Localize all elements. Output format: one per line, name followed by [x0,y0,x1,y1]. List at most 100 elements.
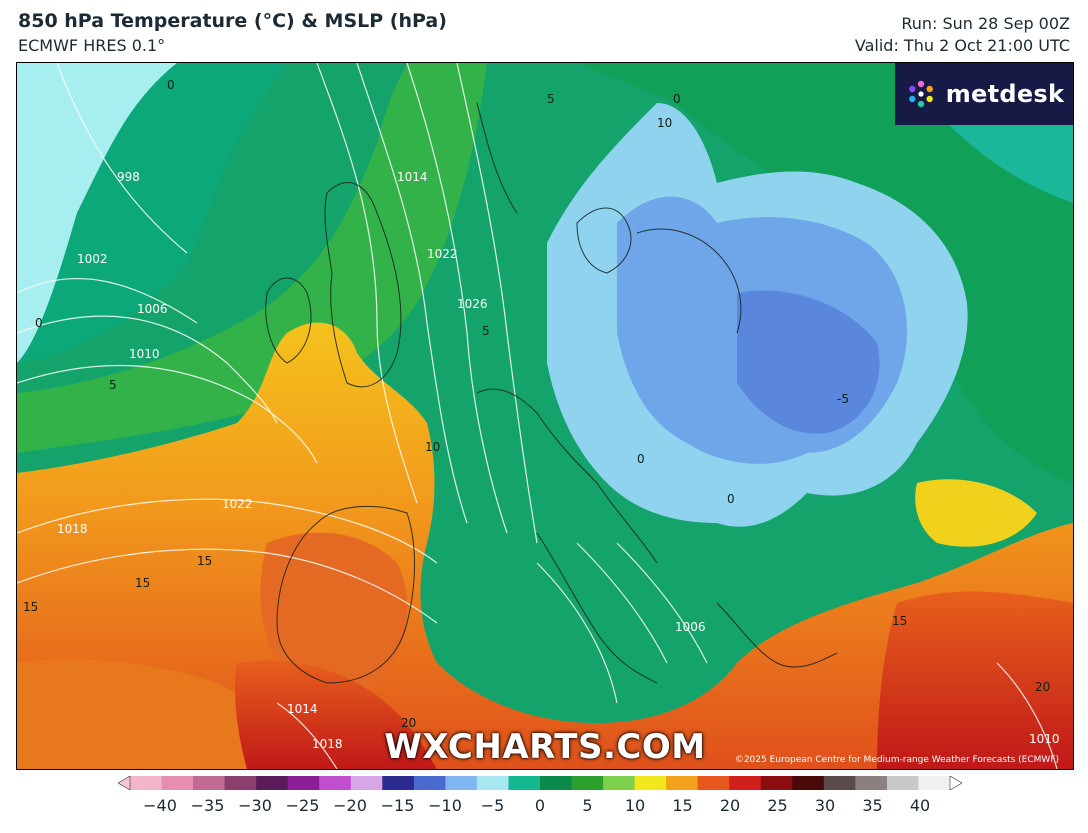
isobar-label: 1018 [312,737,343,751]
temp-label: 5 [482,324,490,338]
temperature-colorbar [118,776,962,790]
colorbar-swatch [792,776,825,790]
colorbar-swatch [571,776,604,790]
colorbar-swatch [382,776,415,790]
colorbar-swatch [634,776,667,790]
colorbar-tick-label: −25 [285,796,320,815]
isobar-label: 1002 [77,252,108,266]
colorbar-swatch [193,776,226,790]
colorbar-swatch [445,776,478,790]
isobar-label: 1010 [1029,732,1060,746]
colorbar-tick-label: 35 [862,796,883,815]
isobar-label-group: 998 1002 1006 1010 1014 1022 1026 1022 1… [57,170,1060,751]
temp-label: 15 [892,614,907,628]
temp-band-green [17,63,487,453]
run-time: Run: Sun 28 Sep 00Z [901,14,1070,33]
colorbar-swatch [760,776,793,790]
colorbar-left-arrow [118,776,131,790]
colorbar-swatch [729,776,762,790]
colorbar-swatch [350,776,383,790]
cold-pool-northwest [17,63,177,363]
colorbar-tick-label: −30 [238,796,272,815]
metdesk-logo: metdesk [895,63,1073,125]
colorbar-swatch [413,776,446,790]
metdesk-pinwheel-icon [908,80,933,108]
colorbar-swatch [256,776,289,790]
colorbar-swatch [287,776,320,790]
temp-label: 0 [727,492,735,506]
hot-core-east [877,591,1073,769]
isobar-lines [17,63,1058,769]
isobar-label: 1018 [57,522,88,536]
colorbar-tick-label: 10 [624,796,646,815]
colorbar-segments [130,776,951,790]
colorbar-tick-label: 0 [534,796,546,815]
metdesk-logo-text: metdesk [945,80,1065,108]
warm-core-iberia [260,532,408,694]
isobar-label: 1006 [137,302,168,316]
temperature-label-group: 0 0 5 5 5 10 15 15 15 15 20 20 0 -5 10 0… [23,78,1050,730]
temp-band-northeast [577,63,1073,483]
cold-core-deep [737,290,880,434]
colorbar-tick-label: −40 [143,796,177,815]
warm-band-black-sea [915,479,1037,547]
hot-core-north-africa [235,660,437,769]
colorbar-tick-labels: −40 −35 −30 −25 −20 −15 −10 −5 0 5 10 15 20 25 30 35 40 [0,796,1088,820]
colorbar-swatch [603,776,636,790]
colorbar-swatch [886,776,919,790]
colorbar-tick-label: 20 [719,796,741,815]
colorbar-tick-label: 15 [672,796,693,815]
colorbar-tick-label: −20 [333,796,367,815]
weather-map: 998 1002 1006 1010 1014 1022 1026 1022 1… [16,62,1074,770]
model-subtitle: ECMWF HRES 0.1° [18,36,166,55]
temp-band-atlantic [17,63,287,363]
colorbar-tick-label: −5 [480,796,505,815]
temp-label: 15 [135,576,150,590]
temp-label: 0 [35,316,43,330]
colorbar-tick-label: −15 [380,796,415,815]
temp-label: 15 [23,600,38,614]
temp-label: 5 [547,92,555,106]
coastlines [265,102,838,684]
temp-label: 0 [637,452,645,466]
isobar-label: 1014 [397,170,428,184]
isobar-label: 1014 [287,702,318,716]
temp-label: 0 [673,92,681,106]
temp-label: -5 [837,392,849,406]
isobar-label: 1010 [129,347,160,361]
temp-label: 0 [167,78,175,92]
colorbar-right-arrow [949,776,962,790]
temp-label: 15 [197,554,212,568]
colorbar-tick-label: 30 [814,796,836,815]
colorbar-swatch [918,776,951,790]
colorbar-swatch [476,776,509,790]
colorbar-swatch [508,776,541,790]
colorbar-tick-label: −35 [190,796,225,815]
temp-label: 10 [425,440,440,454]
isobar-label: 1022 [427,247,458,261]
colorbar-swatch [855,776,888,790]
colorbar-swatch [224,776,257,790]
colorbar-tick-label: 5 [582,796,593,815]
temp-label: 20 [401,716,416,730]
temp-label: 10 [657,116,672,130]
temp-label: 20 [1035,680,1050,694]
colorbar-tick-label: 25 [767,796,788,815]
wxcharts-watermark: WXCHARTS.COM [384,727,706,767]
isobar-label: 1026 [457,297,488,311]
copyright-notice: ©2025 European Centre for Medium-range W… [734,755,1059,765]
colorbar-swatch [130,776,163,790]
temperature-field: 998 1002 1006 1010 1014 1022 1026 1022 1… [17,63,1073,769]
colorbar-swatch [540,776,573,790]
colorbar-swatch [697,776,730,790]
colorbar-swatch [319,776,352,790]
colorbar-tick-label: 40 [909,796,931,815]
isobar-label: 1006 [675,620,706,634]
valid-time: Valid: Thu 2 Oct 21:00 UTC [854,36,1070,55]
colorbar-tick-label: −10 [428,796,462,815]
colorbar-swatch [161,776,194,790]
colorbar-swatch [823,776,856,790]
temp-label: 5 [109,378,117,392]
isobar-label: 998 [117,170,140,184]
colorbar-swatch [666,776,699,790]
